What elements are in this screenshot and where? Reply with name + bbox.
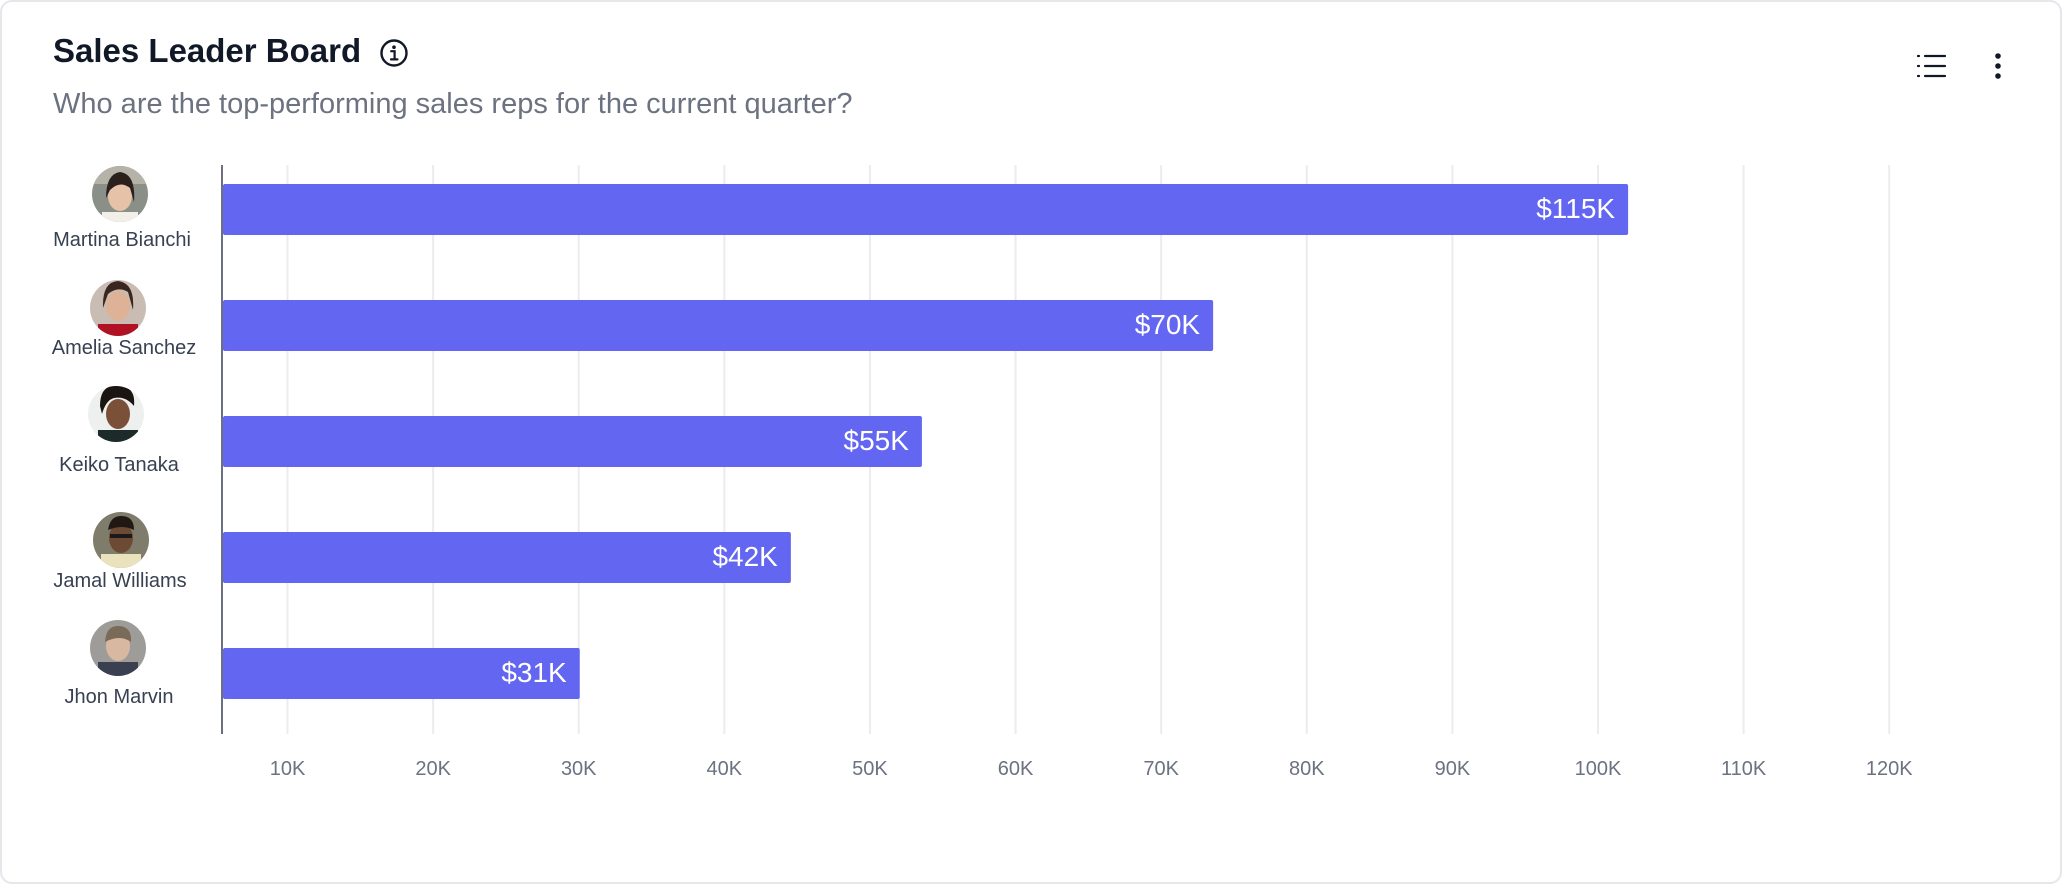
chart-title: Sales Leader Board [53, 32, 362, 69]
rep-name: Amelia Sanchez [52, 337, 197, 359]
x-tick-label: 10K [270, 758, 306, 780]
x-tick-label: 70K [1143, 758, 1179, 780]
avatar [90, 620, 146, 676]
bar[interactable] [223, 416, 922, 467]
x-tick-label: 110K [1721, 758, 1767, 780]
list-icon[interactable] [1916, 52, 1948, 80]
x-tick-label: 120K [1866, 758, 1913, 780]
rep-name: Jamal Williams [53, 570, 186, 592]
avatar [90, 280, 146, 336]
bar[interactable] [223, 184, 1629, 235]
bar-value-label: $70K [1135, 309, 1201, 340]
avatar [93, 512, 149, 568]
x-tick-label: 50K [852, 758, 888, 780]
x-tick-label: 40K [707, 758, 743, 780]
bar-value-label: $55K [844, 425, 910, 456]
bar[interactable] [223, 300, 1214, 351]
more-vertical-icon[interactable] [1986, 50, 2010, 82]
bar[interactable] [223, 532, 791, 583]
rep-name: Jhon Marvin [65, 686, 174, 708]
avatar [88, 386, 144, 442]
chart-subtitle: Who are the top-performing sales reps fo… [53, 88, 853, 120]
bar[interactable] [223, 648, 580, 699]
rep-name: Keiko Tanaka [59, 454, 180, 476]
x-tick-label: 100K [1575, 758, 1622, 780]
avatar [92, 166, 148, 222]
x-tick-label: 60K [998, 758, 1034, 780]
x-tick-label: 80K [1289, 758, 1325, 780]
bar-value-label: $42K [712, 541, 778, 572]
rep-name: Martina Bianchi [53, 229, 191, 251]
info-circle-icon[interactable] [379, 38, 409, 68]
x-tick-label: 20K [415, 758, 451, 780]
bar-value-label: $31K [501, 657, 567, 688]
x-tick-label: 90K [1435, 758, 1471, 780]
bar-value-label: $115K [1536, 193, 1615, 224]
x-tick-label: 30K [561, 758, 597, 780]
